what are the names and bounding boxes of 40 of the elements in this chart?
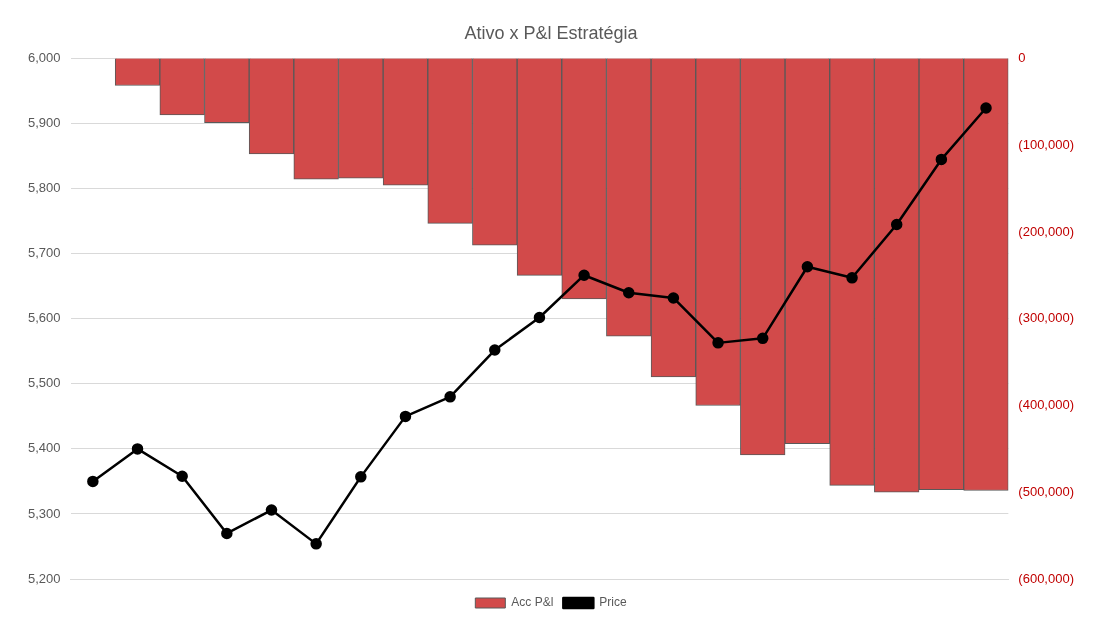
chart-title: Ativo x P&l Estratégia	[464, 22, 639, 43]
y2-tick-label: (600,000)	[1018, 570, 1075, 586]
point	[756, 332, 769, 345]
y-tick-label: 5,200	[27, 570, 61, 586]
point	[489, 344, 501, 356]
point	[399, 410, 412, 423]
y-tick-label: 5,500	[27, 375, 61, 391]
point	[87, 475, 99, 488]
point	[221, 527, 233, 540]
y2-tick-label: (200,000)	[1018, 223, 1075, 239]
point	[176, 470, 188, 482]
point	[846, 272, 858, 284]
point	[265, 504, 278, 516]
y2-tick-label: (100,000)	[1018, 136, 1075, 152]
point	[712, 337, 724, 349]
point	[667, 292, 680, 304]
y-tick-label: 5,400	[27, 440, 61, 456]
y-tick-label: 5,800	[27, 180, 61, 196]
point	[578, 269, 590, 281]
y-tick-label: 5,300	[27, 505, 61, 521]
point	[801, 261, 814, 273]
y-tick-label: 5,900	[27, 115, 61, 131]
point	[131, 443, 144, 455]
y-tick-label: 5,600	[27, 310, 61, 326]
y2-tick-label: (300,000)	[1018, 310, 1075, 326]
point	[623, 287, 635, 299]
point	[935, 153, 948, 166]
point	[980, 102, 992, 114]
y-tick-label: 6,000	[27, 50, 61, 66]
y2-tick-label: 0	[1018, 50, 1026, 66]
point	[890, 218, 903, 231]
legend-label: Acc P&l	[511, 595, 554, 610]
legend-label: Price	[599, 595, 627, 610]
y2-tick-label: (500,000)	[1018, 483, 1075, 499]
point	[310, 538, 322, 550]
point	[355, 471, 367, 483]
point	[533, 311, 546, 324]
y-tick-label: 5,700	[27, 245, 61, 261]
point	[444, 391, 456, 403]
y2-tick-label: (400,000)	[1018, 397, 1075, 413]
